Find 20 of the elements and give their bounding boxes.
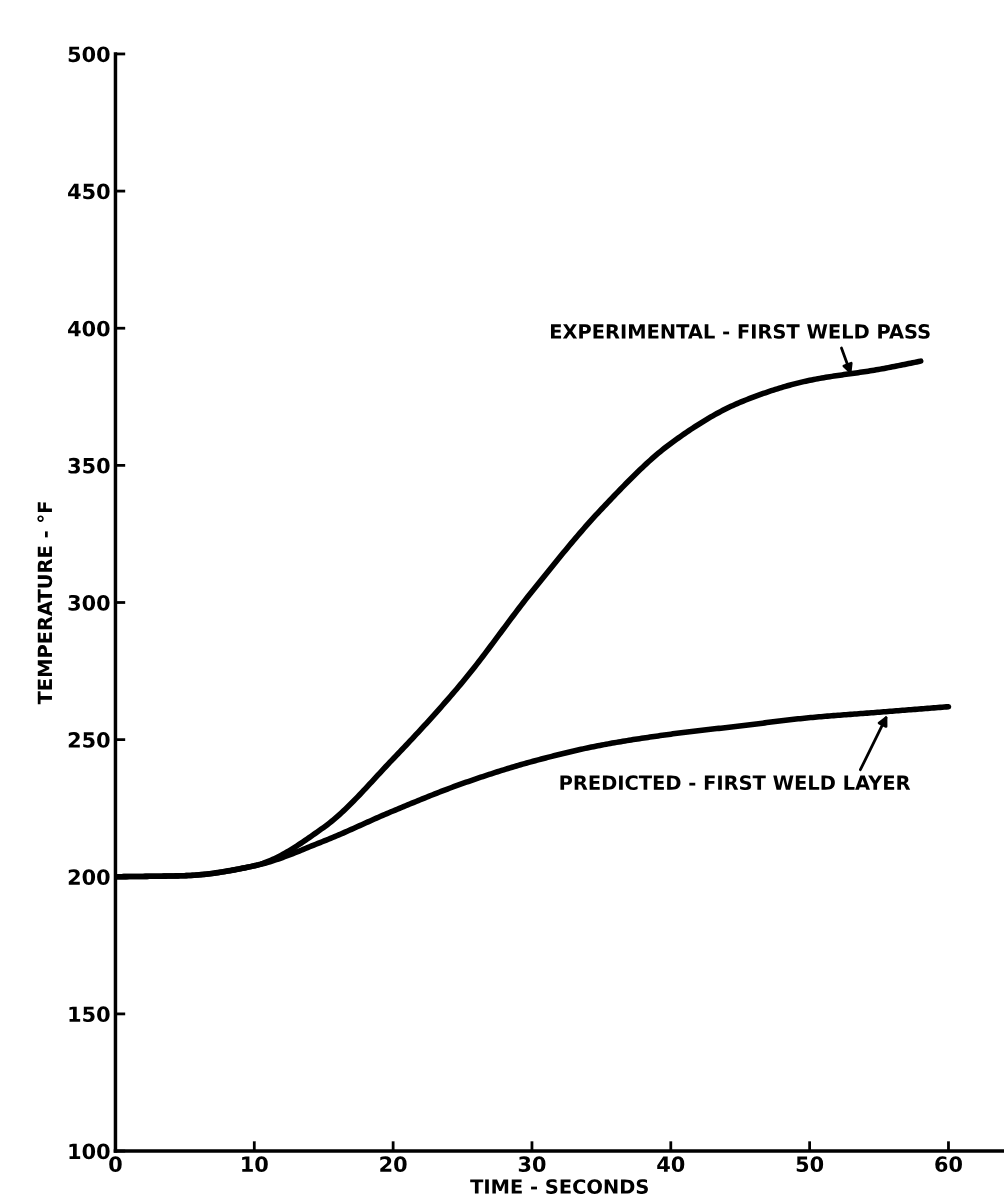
- x-tick-label: 10: [242, 1156, 268, 1173]
- y-tick-label: 400: [68, 320, 110, 337]
- x-tick-label: 20: [380, 1156, 407, 1173]
- x-axis-title: TIME - SECONDS: [470, 1179, 648, 1194]
- x-tick-label: 50: [796, 1156, 824, 1173]
- y-tick-label: 350: [68, 457, 110, 474]
- x-tick-label: 0: [109, 1156, 122, 1173]
- y-tick-label: 250: [68, 732, 110, 748]
- y-tick-label: 200: [68, 869, 110, 885]
- x-tick-label: 30: [518, 1156, 546, 1173]
- x-tick-label: 60: [935, 1156, 962, 1173]
- y-tick-label: 450: [68, 183, 110, 200]
- annotation: PREDICTED - FIRST WELD LAYER: [560, 775, 911, 791]
- y-tick-label: 100: [69, 1143, 110, 1160]
- y-tick-label: 500: [68, 46, 110, 63]
- y-tick-label: 150: [69, 1006, 110, 1023]
- annotation: EXPERIMENTAL - FIRST WELD PASS: [550, 324, 930, 339]
- y-tick-label: 300: [68, 594, 110, 611]
- y-axis-title: TEMPERATURE - °F: [37, 502, 53, 705]
- x-tick-label: 40: [657, 1156, 685, 1173]
